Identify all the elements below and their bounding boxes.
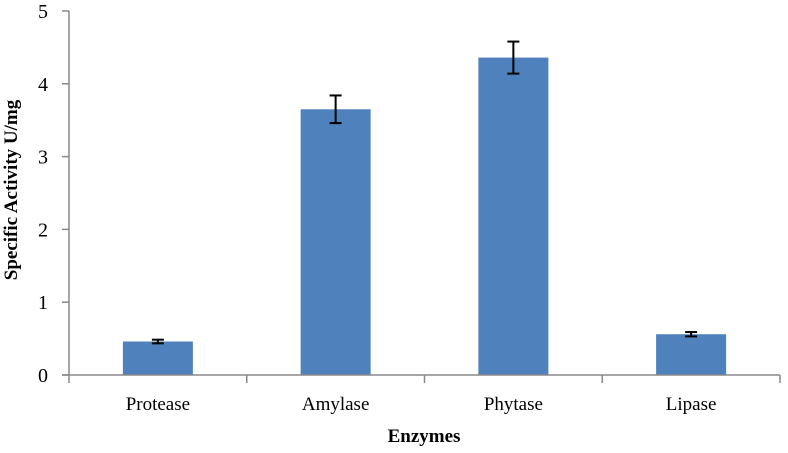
- y-tick-label-5: 5: [38, 1, 48, 23]
- y-tick-label-3: 3: [38, 147, 48, 169]
- bar-lipase: [656, 334, 727, 375]
- labels-layer: Protease Amylase Phytase Lipase 0 1 2 3 4 5: [38, 1, 716, 415]
- x-tick-label-phytase: Phytase: [484, 394, 543, 415]
- x-tick-label-amylase: Amylase: [302, 394, 370, 415]
- bars-layer: [122, 57, 727, 375]
- y-axis-title: Specific Activity U/mg: [1, 99, 22, 280]
- bar-amylase: [300, 109, 371, 375]
- y-tick-label-0: 0: [38, 365, 48, 387]
- y-tick-label-2: 2: [38, 219, 48, 241]
- y-tick-label-4: 4: [38, 74, 48, 96]
- bar-phytase: [478, 57, 549, 375]
- x-tick-label-lipase: Lipase: [666, 394, 717, 415]
- x-axis-title: Enzymes: [388, 426, 461, 447]
- x-tick-label-protease: Protease: [126, 394, 190, 415]
- y-tick-label-1: 1: [38, 292, 48, 314]
- error-bars-layer: [151, 40, 698, 345]
- bar-protease: [122, 341, 193, 375]
- axes-layer: [62, 10, 781, 383]
